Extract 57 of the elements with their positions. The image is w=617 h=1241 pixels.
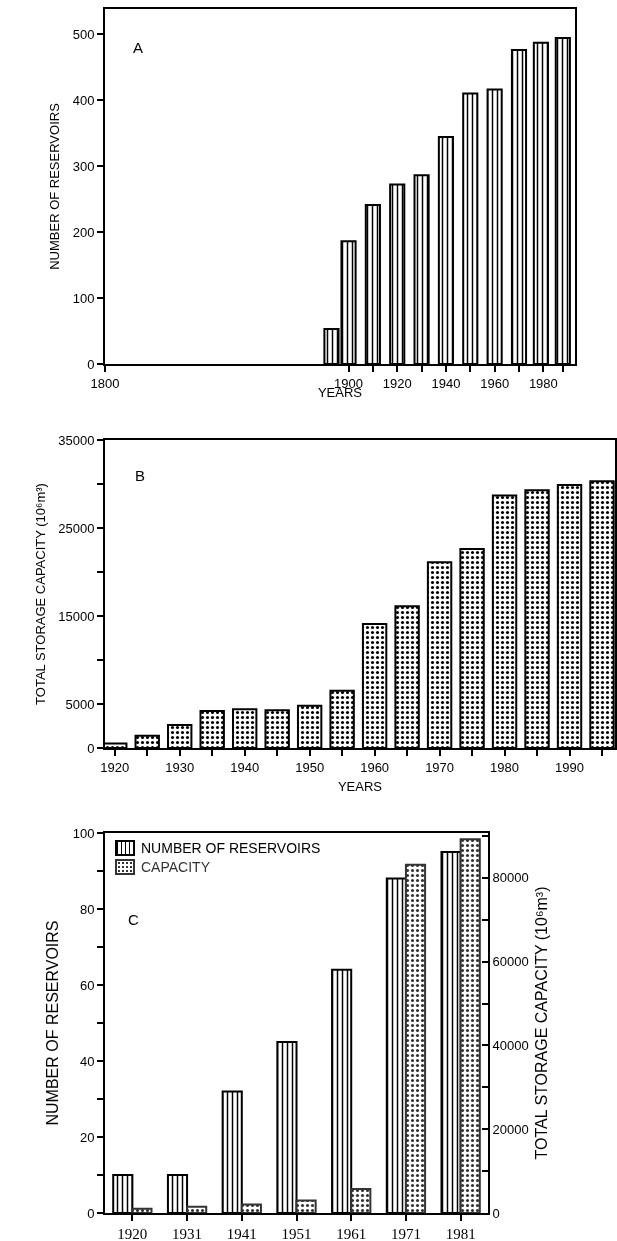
legend-label: CAPACITY bbox=[141, 859, 210, 875]
bar bbox=[186, 1205, 208, 1213]
x-tick-label: 1931 bbox=[172, 1226, 203, 1241]
y-tick-label: 200 bbox=[72, 224, 95, 240]
y-tick-label: 100 bbox=[72, 290, 95, 306]
x-tick-label: 1940 bbox=[230, 759, 260, 775]
x-tick-label: 1920 bbox=[117, 1226, 148, 1241]
legend-label: NUMBER OF RESERVOIRS bbox=[141, 840, 321, 856]
y-axis-title: NUMBER OF RESERVOIRS bbox=[44, 920, 62, 1126]
x-tick-label: 1970 bbox=[425, 759, 455, 775]
y-tick-label: 15000 bbox=[58, 608, 95, 624]
x-tick-label: 1920 bbox=[382, 375, 412, 391]
x-tick-label: 1930 bbox=[165, 759, 195, 775]
annotation: C bbox=[128, 911, 139, 928]
x-tick-label: 1920 bbox=[100, 759, 130, 775]
y-tick-label: 20 bbox=[79, 1129, 95, 1145]
y-tick-label: 100 bbox=[72, 825, 95, 841]
x-tick-label: 1940 bbox=[431, 375, 461, 391]
y-tick-label: 60 bbox=[79, 977, 95, 993]
y2-tick-label: 60000 bbox=[492, 954, 529, 970]
y-tick-label: 0 bbox=[87, 356, 95, 372]
y-tick-label: 300 bbox=[72, 158, 95, 174]
bar bbox=[295, 1199, 317, 1213]
x-tick-label: 1971 bbox=[390, 1226, 421, 1241]
bar bbox=[350, 1188, 372, 1213]
y-tick-label: 0 bbox=[87, 740, 95, 756]
x-tick-label: 1941 bbox=[226, 1226, 257, 1241]
y-tick-label: 400 bbox=[72, 92, 95, 108]
x-tick-label: 1980 bbox=[490, 759, 520, 775]
x-tick-label: 1990 bbox=[555, 759, 584, 775]
y-tick-label: 80 bbox=[79, 901, 95, 917]
y2-tick-label: 20000 bbox=[492, 1121, 529, 1137]
x-axis-title: YEARS bbox=[337, 778, 383, 794]
y-tick-label: 25000 bbox=[58, 520, 95, 536]
y-tick-label: 40 bbox=[79, 1053, 95, 1069]
x-tick-label: 1980 bbox=[528, 375, 558, 391]
x-tick-label: 1950 bbox=[295, 759, 325, 775]
x-tick-label: 1960 bbox=[360, 759, 390, 775]
y-tick-label: 500 bbox=[72, 26, 95, 42]
y-axis-title: NUMBER OF RESERVOIRS bbox=[47, 102, 63, 270]
annotation: A bbox=[133, 39, 144, 56]
annotation: B bbox=[135, 467, 146, 484]
y-axis-title: TOTAL STORAGE CAPACITY (10⁶m³) bbox=[32, 483, 48, 705]
y2-tick-label: 80000 bbox=[492, 870, 529, 886]
x-tick-label: 1960 bbox=[480, 375, 510, 391]
y2-tick-label: 0 bbox=[492, 1205, 500, 1221]
bar bbox=[131, 1207, 153, 1213]
x-tick-label: 1981 bbox=[445, 1226, 476, 1241]
y2-axis-title: TOTAL STORAGE CAPACITY (10⁶m³) bbox=[532, 886, 550, 1160]
y-tick-label: 0 bbox=[87, 1205, 95, 1221]
y2-tick-label: 40000 bbox=[492, 1037, 529, 1053]
x-tick-label: 1951 bbox=[281, 1226, 312, 1241]
bar bbox=[240, 1203, 262, 1213]
y-tick-label: 5000 bbox=[65, 696, 95, 712]
x-tick-label: 1961 bbox=[336, 1226, 367, 1241]
x-tick-label: 1800 bbox=[90, 375, 120, 391]
y-tick-label: 35000 bbox=[58, 432, 95, 448]
